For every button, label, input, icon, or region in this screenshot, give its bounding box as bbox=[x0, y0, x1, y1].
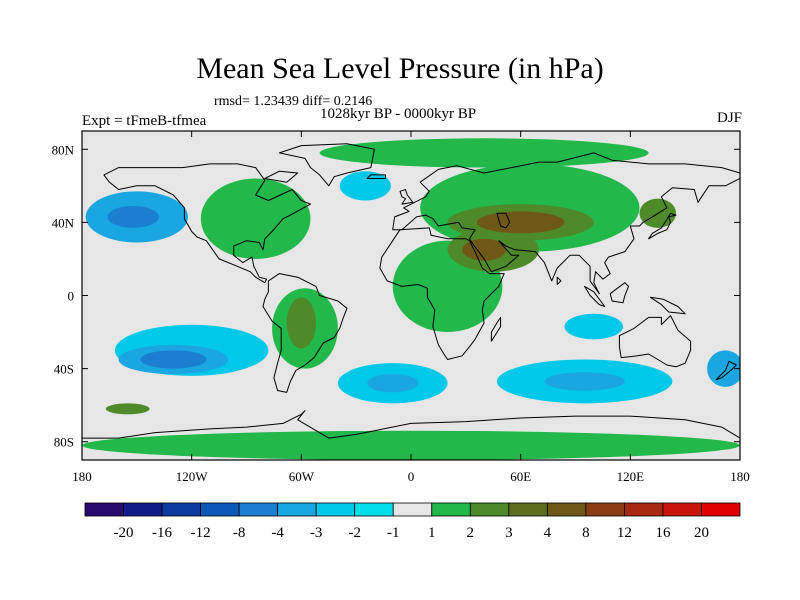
colorbar-swatch bbox=[585, 502, 625, 517]
anomaly-south-atlantic-core bbox=[367, 374, 419, 393]
x-tick-label: 60E bbox=[510, 469, 531, 484]
y-tick-label: 0 bbox=[68, 289, 75, 304]
colorbar-label: 20 bbox=[694, 525, 709, 541]
colorbar-label: 2 bbox=[467, 525, 475, 541]
y-tick-label: 80S bbox=[54, 435, 74, 450]
coast-sumatra bbox=[584, 285, 606, 307]
colorbar-label: 16 bbox=[655, 525, 671, 541]
anomaly-tasman-low bbox=[707, 350, 740, 387]
period-line: 1028kyr BP - 0000kyr BP bbox=[320, 106, 477, 122]
anomaly-south-indian-core bbox=[544, 372, 625, 391]
anomaly-arctic-high bbox=[319, 138, 649, 168]
stats-line: rmsd= 1.23439 diff= 0.2146 bbox=[214, 94, 373, 109]
coast-japan bbox=[648, 212, 677, 240]
experiment-label: Expt = tFmeB-tfmea bbox=[82, 113, 207, 129]
colorbar-label: -4 bbox=[271, 525, 284, 541]
colorbar-swatch bbox=[469, 502, 510, 517]
coast-north-america bbox=[103, 163, 311, 284]
colorbar-swatch bbox=[277, 502, 317, 517]
coast-south-america bbox=[262, 273, 348, 393]
coast-madagascar bbox=[490, 316, 502, 342]
colorbar-swatch bbox=[701, 502, 741, 517]
coast-eurasia bbox=[392, 152, 740, 295]
colorbar-label: -12 bbox=[191, 525, 211, 541]
y-tick-label: 80N bbox=[52, 142, 75, 157]
season-label: DJF bbox=[716, 110, 742, 126]
coast-greenland bbox=[278, 143, 375, 187]
colorbar-label: 3 bbox=[505, 525, 513, 541]
colorbar-swatch bbox=[238, 502, 279, 517]
coastline-layer bbox=[82, 143, 740, 460]
coast-africa bbox=[379, 227, 505, 360]
colorbar: -20 -16 -12 -8 -4 -3 -2 -1 1 2 3 4 8 12 16 20 bbox=[84, 502, 741, 541]
colorbar-swatch bbox=[354, 502, 394, 517]
anomaly-south-pacific-high bbox=[105, 403, 150, 415]
coast-baffin bbox=[264, 170, 299, 183]
x-tick-label: 120W bbox=[176, 469, 209, 484]
x-tick-label: 180 bbox=[72, 469, 92, 484]
colorbar-swatch bbox=[84, 502, 124, 517]
x-tick-label: 180 bbox=[730, 469, 750, 484]
colorbar-label: -16 bbox=[152, 525, 172, 541]
colorbar-label: -8 bbox=[233, 525, 246, 541]
coast-antarctica bbox=[82, 410, 740, 460]
colorbar-label: -2 bbox=[348, 525, 361, 541]
x-tick-label: 0 bbox=[408, 469, 415, 484]
x-tick-label: 60W bbox=[289, 469, 315, 484]
colorbar-swatch bbox=[508, 502, 548, 517]
anomaly-south-pacific-core bbox=[140, 350, 207, 369]
coast-australia bbox=[618, 315, 692, 368]
coast-uk bbox=[399, 189, 414, 205]
anomaly-asia-core bbox=[476, 211, 565, 234]
colorbar-label: -1 bbox=[387, 525, 400, 541]
x-tick-label: 120E bbox=[617, 469, 645, 484]
chart-title: Mean Sea Level Pressure (in hPa) bbox=[196, 52, 604, 85]
colorbar-label: 12 bbox=[617, 525, 632, 541]
anomaly-south-america-mid bbox=[286, 297, 316, 349]
colorbar-swatch bbox=[546, 502, 587, 517]
colorbar-swatch bbox=[662, 502, 702, 517]
colorbar-swatch bbox=[624, 502, 664, 517]
y-axis: 80N 40N 0 40S 80S bbox=[52, 142, 740, 450]
anomaly-layer bbox=[82, 138, 740, 460]
colorbar-swatch bbox=[431, 502, 471, 517]
coast-new-zealand bbox=[715, 360, 737, 381]
coast-iceland bbox=[366, 174, 386, 179]
colorbar-label: 1 bbox=[428, 525, 436, 541]
x-axis: 180 120W 60W 0 60E 120E 180 bbox=[72, 131, 750, 484]
colorbar-swatch bbox=[392, 502, 433, 517]
anomaly-north-america-high bbox=[200, 178, 311, 259]
colorbar-label: 8 bbox=[582, 525, 590, 541]
anomaly-antarctic-high bbox=[82, 430, 740, 460]
colorbar-swatch bbox=[315, 502, 356, 517]
coast-caspian bbox=[496, 212, 511, 229]
colorbar-label: 4 bbox=[544, 525, 552, 541]
colorbar-label: -20 bbox=[114, 525, 134, 541]
colorbar-swatch bbox=[123, 502, 163, 517]
coast-borneo bbox=[609, 282, 629, 304]
colorbar-label: -3 bbox=[310, 525, 323, 541]
coast-new-guinea bbox=[649, 296, 686, 315]
anomaly-australia-low bbox=[564, 313, 624, 340]
coast-sri-lanka bbox=[556, 276, 562, 285]
anomaly-north-pacific-core bbox=[107, 205, 159, 228]
anomaly-north-atlantic-low bbox=[339, 171, 391, 201]
colorbar-swatch bbox=[161, 502, 201, 517]
colorbar-swatch bbox=[200, 502, 240, 517]
y-tick-label: 40N bbox=[52, 215, 75, 230]
y-tick-label: 40S bbox=[54, 362, 74, 377]
